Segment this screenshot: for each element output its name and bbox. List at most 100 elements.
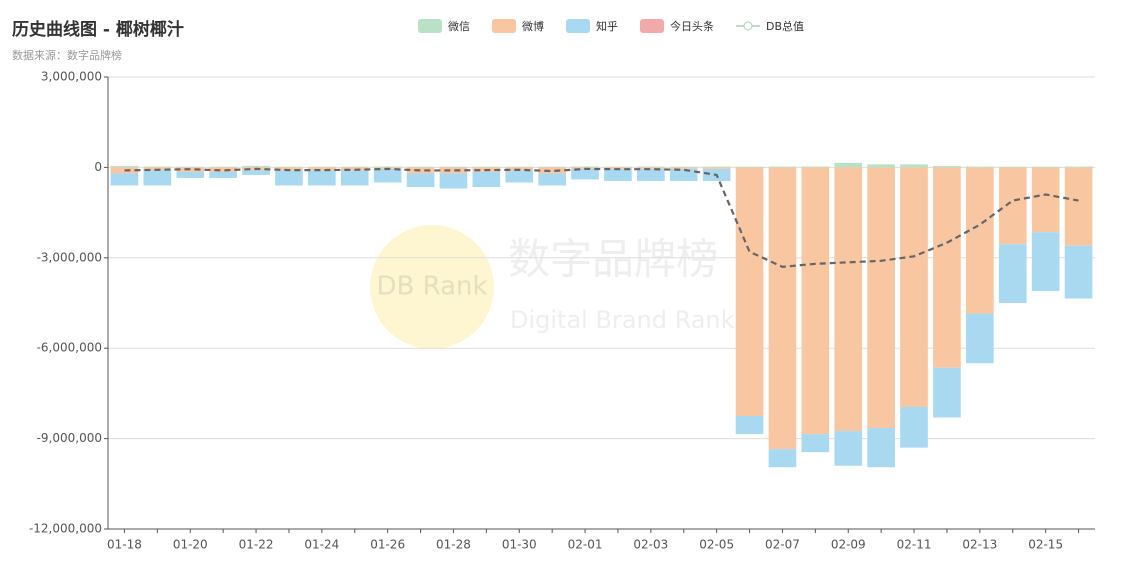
bar xyxy=(604,166,632,168)
bar xyxy=(900,167,928,407)
bar xyxy=(406,166,435,168)
legend-swatch xyxy=(418,19,442,33)
x-tick-label: 02-13 xyxy=(962,538,997,552)
bar xyxy=(801,434,830,453)
bar xyxy=(505,170,534,183)
bar xyxy=(209,166,237,168)
bar xyxy=(176,171,205,178)
bar xyxy=(1064,167,1093,246)
bar xyxy=(571,166,599,168)
x-tick-label: 02-09 xyxy=(831,538,866,552)
bar xyxy=(735,167,764,416)
y-tick-label: -3,000,000 xyxy=(37,250,102,264)
x-tick-label: 02-01 xyxy=(568,538,603,552)
bar xyxy=(801,167,830,435)
bar xyxy=(275,166,303,168)
bar xyxy=(538,173,566,186)
watermark-logo-text: DB Rank xyxy=(376,272,487,302)
bar xyxy=(143,166,172,168)
bar xyxy=(373,166,402,168)
x-tick-label: 01-20 xyxy=(173,538,208,552)
bar xyxy=(308,170,336,186)
bar xyxy=(669,167,698,169)
legend-item: 微信 xyxy=(418,19,470,33)
x-tick-label: 01-22 xyxy=(239,538,274,552)
bar xyxy=(242,165,270,168)
x-tick-label: 02-15 xyxy=(1028,538,1063,552)
bar xyxy=(933,367,961,418)
bar xyxy=(900,164,928,168)
bar xyxy=(472,171,501,187)
bar xyxy=(308,166,336,168)
legend-item: DB总值 xyxy=(736,19,804,33)
bar xyxy=(735,416,764,435)
bar xyxy=(110,165,139,168)
legend-swatch xyxy=(640,19,664,33)
bar xyxy=(406,173,435,187)
bar xyxy=(669,166,698,168)
bar xyxy=(1064,245,1093,299)
bar xyxy=(1031,166,1060,168)
bar xyxy=(110,173,139,186)
bar xyxy=(998,167,1027,245)
legend-label: 微信 xyxy=(448,19,470,33)
legend-swatch xyxy=(492,19,516,33)
legend-item: 微博 xyxy=(492,19,544,33)
bar xyxy=(505,166,534,168)
bar xyxy=(998,166,1027,168)
chart-subtitle: 数据来源：数字品牌榜 xyxy=(12,48,122,62)
bar xyxy=(834,162,863,168)
bar xyxy=(373,168,402,183)
bar xyxy=(604,168,632,181)
bar xyxy=(308,167,336,171)
bar xyxy=(209,167,237,172)
y-tick-label: -6,000,000 xyxy=(37,341,102,355)
bar xyxy=(275,167,303,171)
bar xyxy=(702,167,731,169)
bar xyxy=(242,170,270,175)
bar xyxy=(1031,232,1060,291)
legend-label: 今日头条 xyxy=(670,19,714,33)
x-tick-label: 01-24 xyxy=(304,538,339,552)
bar xyxy=(340,166,369,168)
bar xyxy=(801,166,830,168)
legend-item: 今日头条 xyxy=(640,19,714,33)
bar xyxy=(867,164,895,168)
x-tick-label: 02-11 xyxy=(897,538,932,552)
x-tick-label: 02-05 xyxy=(699,538,734,552)
chart-title: 历史曲线图 - 椰树椰汁 xyxy=(12,19,184,40)
bar xyxy=(406,167,435,174)
y-tick-label: -12,000,000 xyxy=(29,522,102,536)
bar xyxy=(900,406,928,448)
bar xyxy=(143,170,172,186)
watermark-logo xyxy=(370,225,494,349)
x-tick-label: 01-28 xyxy=(436,538,471,552)
bar xyxy=(439,173,468,189)
bar xyxy=(571,168,599,180)
bar xyxy=(472,166,501,168)
bar xyxy=(768,449,797,468)
bar xyxy=(867,428,895,468)
bar xyxy=(637,166,665,168)
bar xyxy=(637,168,665,181)
bar xyxy=(966,313,994,364)
x-tick-label: 01-18 xyxy=(107,538,142,552)
bar xyxy=(735,166,764,168)
bar xyxy=(966,167,994,314)
bar xyxy=(538,166,566,168)
bar xyxy=(867,167,895,429)
bar xyxy=(768,167,797,450)
bar xyxy=(439,166,468,168)
bar xyxy=(275,170,303,186)
x-tick-label: 01-26 xyxy=(370,538,405,552)
legend-label: DB总值 xyxy=(766,19,804,33)
x-tick-label: 02-07 xyxy=(765,538,800,552)
bar xyxy=(538,167,566,174)
legend-marker xyxy=(743,21,753,31)
legend-label: 知乎 xyxy=(596,19,618,33)
y-tick-label: 3,000,000 xyxy=(41,70,102,84)
bar xyxy=(1064,166,1093,168)
watermark-name: 数字品牌榜 xyxy=(508,235,718,284)
legend-label: 微博 xyxy=(522,19,544,33)
